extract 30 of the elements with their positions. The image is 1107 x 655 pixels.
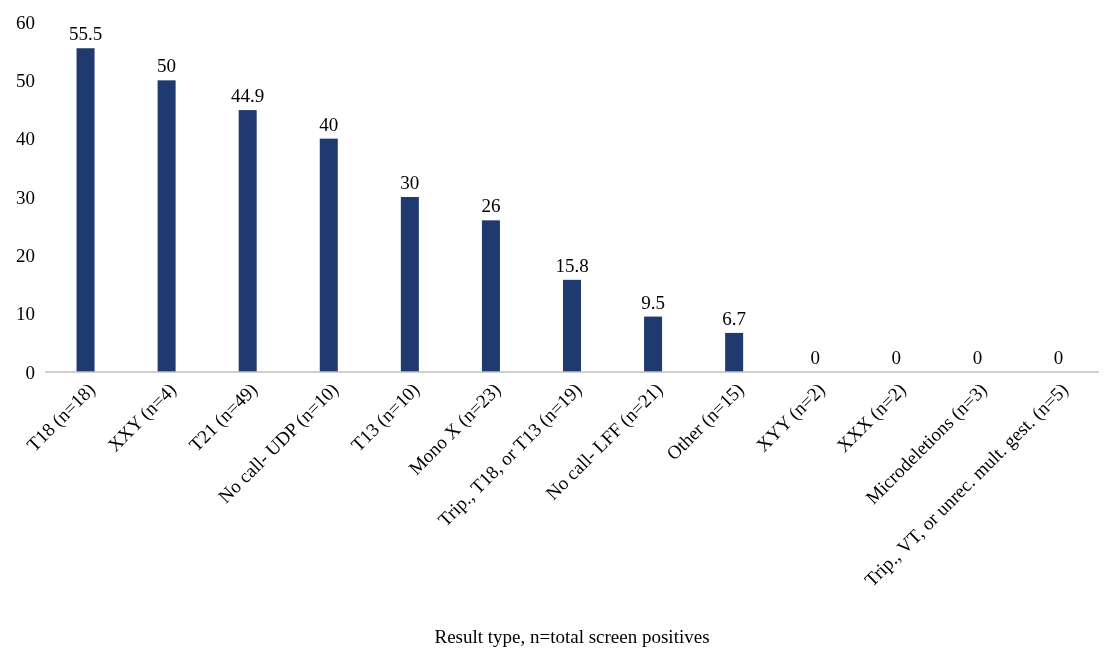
y-tick-label: 0 <box>25 361 35 383</box>
data-label: 0 <box>972 347 983 368</box>
bar <box>76 48 95 372</box>
data-label: 9.5 <box>641 291 665 313</box>
y-tick-label: 50 <box>16 69 35 91</box>
bar <box>563 279 581 372</box>
y-tick-label: 20 <box>16 244 35 266</box>
bar <box>238 110 257 372</box>
data-label: 30 <box>400 172 420 193</box>
bar <box>481 220 500 372</box>
data-label: 0 <box>810 347 820 368</box>
data-label: 0 <box>1053 347 1064 368</box>
data-label: 40 <box>319 113 339 135</box>
data-label: 6.7 <box>722 307 747 329</box>
y-tick-label: 10 <box>16 303 35 325</box>
data-label: 15.8 <box>555 254 589 276</box>
y-tick-label: 60 <box>16 11 35 33</box>
data-label: 44.9 <box>231 85 265 107</box>
y-tick-label: 30 <box>16 186 35 208</box>
bar <box>157 80 176 372</box>
bar <box>400 197 419 372</box>
y-tick-label: 40 <box>16 128 35 150</box>
data-label: 55.5 <box>68 23 103 45</box>
data-label: 50 <box>157 55 177 77</box>
data-label: 0 <box>891 347 902 368</box>
bar <box>644 316 663 372</box>
data-label: 26 <box>481 195 501 217</box>
bar <box>319 138 338 372</box>
x-axis-title: Result type, n=total screen positives <box>434 626 710 647</box>
bar <box>725 332 744 372</box>
